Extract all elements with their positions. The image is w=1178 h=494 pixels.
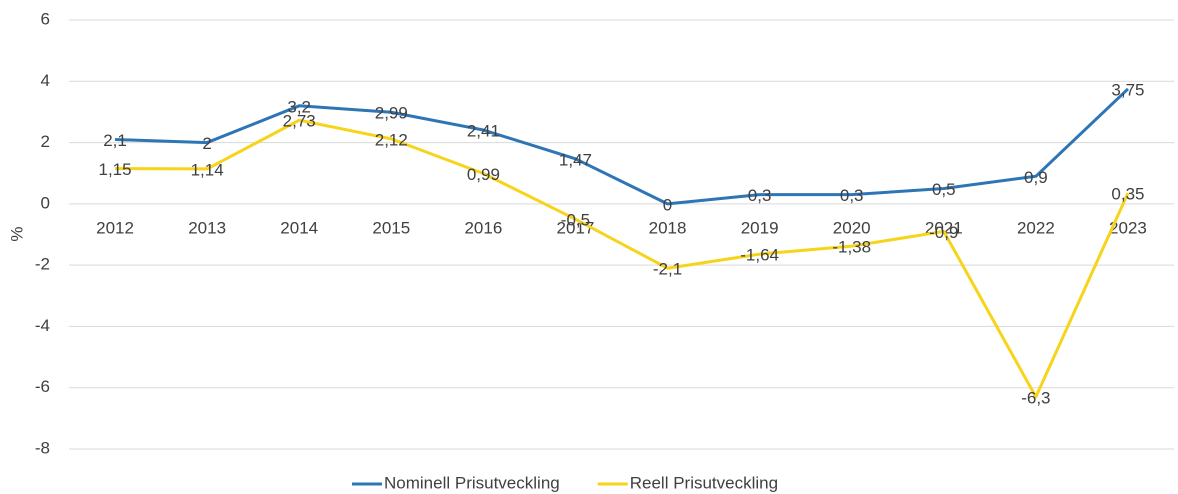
data-label: 1,47 (559, 150, 592, 169)
y-tick-label: 4 (41, 71, 50, 90)
data-label: 3,75 (1111, 80, 1144, 99)
data-label: -2,1 (653, 260, 682, 279)
data-label: 2,99 (375, 104, 408, 123)
data-label: 0,35 (1111, 185, 1144, 204)
x-tick-label: 2013 (188, 218, 226, 237)
data-label: 0,5 (932, 180, 956, 199)
x-tick-label: 2014 (280, 218, 318, 237)
x-tick-label: 2022 (1017, 218, 1055, 237)
series-line (115, 118, 1130, 399)
data-label: 1,14 (191, 160, 224, 179)
x-tick-label: 2019 (741, 218, 779, 237)
x-tick-label: 2018 (649, 218, 687, 237)
data-label: 2,1 (103, 131, 127, 150)
y-tick-label: -4 (35, 316, 50, 335)
data-label: 1,15 (98, 160, 131, 179)
data-label: 0,3 (840, 186, 864, 205)
data-label: -0,9 (929, 223, 958, 242)
x-tick-label: 2012 (96, 218, 134, 237)
data-label: 0,3 (748, 186, 772, 205)
data-label: -0,5 (561, 211, 590, 230)
legend-label: Nominell Prisutveckling (384, 473, 560, 492)
y-tick-label: -6 (35, 377, 50, 396)
series-line (114, 87, 1129, 206)
x-tick-label: 2015 (372, 218, 410, 237)
data-label: 0,9 (1024, 168, 1048, 187)
x-tick-label: 2016 (464, 218, 502, 237)
data-label: -1,64 (740, 246, 779, 265)
data-label: 2,41 (467, 121, 500, 140)
data-label: -1,38 (832, 238, 871, 257)
legend-label: Reell Prisutveckling (630, 473, 778, 492)
data-label: -6,3 (1021, 388, 1050, 407)
data-label: 0 (663, 195, 672, 214)
data-label: 3,2 (287, 97, 311, 116)
y-axis-label: % (7, 226, 26, 241)
x-tick-label: 2020 (833, 218, 871, 237)
y-tick-label: 0 (41, 193, 50, 212)
x-tick-label: 2023 (1109, 218, 1147, 237)
y-tick-label: 2 (41, 132, 50, 151)
data-label: 2 (202, 134, 211, 153)
data-label: 2,73 (283, 112, 316, 131)
data-label: 0,99 (467, 165, 500, 184)
data-label: 2,12 (375, 130, 408, 149)
y-tick-label: -2 (35, 255, 50, 274)
y-tick-label: 6 (41, 9, 50, 28)
y-tick-label: -8 (35, 438, 50, 457)
